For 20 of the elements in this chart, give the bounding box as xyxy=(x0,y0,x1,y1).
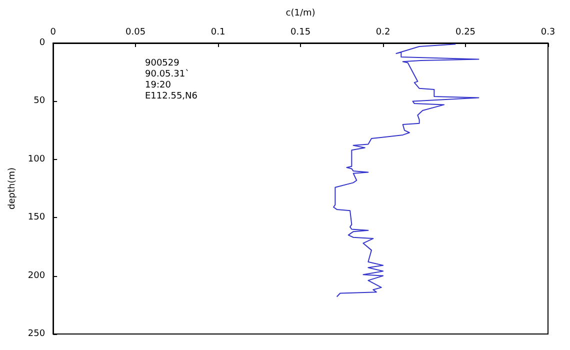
y-tick-label: 100 xyxy=(28,154,46,164)
x-axis-title: c(1/m) xyxy=(286,8,316,18)
y-axis-title: depth(m) xyxy=(8,168,18,210)
y-tick-label: 150 xyxy=(28,212,46,223)
annotation: 900529 xyxy=(145,58,180,68)
x-tick-label: 0.1 xyxy=(210,28,226,38)
annotation: 19:20 xyxy=(145,80,172,90)
y-tick-label: 50 xyxy=(34,96,46,106)
x-tick-label: 0.3 xyxy=(540,28,556,38)
x-tick-label: 0.25 xyxy=(455,28,476,38)
y-tick-label: 0 xyxy=(39,38,46,48)
annotation: E112.55,N6 xyxy=(145,92,198,102)
x-tick-label: 0.2 xyxy=(376,28,390,38)
annotation: 90.05.31` xyxy=(145,68,190,80)
line-series xyxy=(333,44,480,298)
x-tick-label: 0.05 xyxy=(126,28,146,38)
x-tick-label: 0.15 xyxy=(290,28,311,38)
x-tick-label: 0 xyxy=(50,28,56,38)
y-tick-label: 250 xyxy=(28,329,46,339)
y-tick-label: 200 xyxy=(28,270,46,281)
